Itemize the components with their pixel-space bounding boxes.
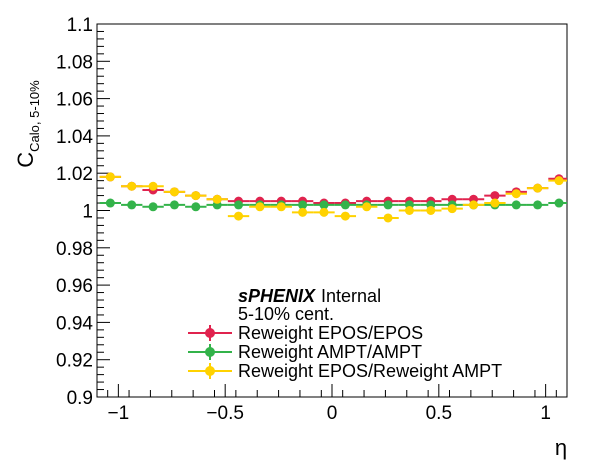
legend-marker	[205, 328, 215, 338]
y-axis-title: CCalo, 5-10%	[13, 80, 42, 168]
data-point	[319, 200, 329, 210]
data-point	[169, 187, 179, 197]
legend-item: Reweight EPOS/Reweight AMPT	[188, 361, 502, 381]
x-tick-label: 0.5	[426, 403, 452, 424]
x-tick-label: 1	[540, 403, 551, 424]
legend-item: Reweight EPOS/EPOS	[188, 323, 423, 343]
data-point	[340, 200, 350, 210]
data-point	[148, 181, 158, 191]
legend-label: Reweight EPOS/Reweight AMPT	[238, 361, 502, 381]
data-point	[490, 191, 500, 201]
legend-marker	[205, 366, 215, 376]
y-tick-label: 0.94	[56, 313, 93, 334]
y-tick-label: 1.06	[56, 90, 93, 111]
legend-item: Reweight AMPT/AMPT	[188, 342, 422, 362]
x-tick-label: −1	[108, 403, 130, 424]
data-point	[105, 172, 115, 182]
series-layer	[99, 172, 567, 223]
data-point	[554, 198, 564, 208]
y-tick-label: 1	[82, 202, 93, 223]
data-point	[383, 213, 393, 223]
y-axis-title-main: C	[13, 152, 38, 168]
series-2	[99, 172, 567, 223]
data-point	[191, 191, 201, 201]
data-point	[169, 200, 179, 210]
data-point	[511, 200, 521, 210]
legend-label: Reweight AMPT/AMPT	[238, 342, 422, 362]
y-tick-label: 0.96	[56, 276, 93, 297]
legend-label: Reweight EPOS/EPOS	[238, 323, 423, 343]
x-tick-label: 0	[327, 403, 338, 424]
data-point	[212, 194, 222, 204]
data-point	[447, 204, 457, 214]
data-point	[127, 181, 137, 191]
x-axis: −1 −0.5 0 0.5 1	[107, 384, 557, 424]
data-point	[533, 183, 543, 193]
y-tick-label: 1.1	[67, 15, 93, 36]
data-point	[319, 207, 329, 217]
x-tick-label: −0.5	[206, 403, 244, 424]
data-point	[511, 189, 521, 199]
annotation: sPHENIX Internal 5-10% cent.	[238, 286, 381, 324]
data-point	[298, 207, 308, 217]
data-point	[490, 198, 500, 208]
data-point	[148, 202, 158, 212]
data-point	[469, 200, 479, 210]
legend-marker	[205, 347, 215, 357]
y-axis: 0.9 0.92 0.94 0.96 0.98 1 1.02 1.04 1.06 1.08 1.1	[56, 15, 110, 409]
data-point	[276, 202, 286, 212]
data-point	[234, 200, 244, 210]
data-point	[404, 206, 414, 215]
y-tick-label: 0.92	[56, 351, 93, 372]
data-point	[340, 211, 350, 221]
y-axis-title-sub: Calo, 5-10%	[27, 80, 42, 152]
experiment-label: sPHENIX	[238, 286, 316, 306]
y-tick-label: 1.04	[56, 127, 93, 148]
data-point	[383, 200, 393, 210]
data-point	[298, 200, 308, 210]
data-point	[426, 206, 436, 215]
data-point	[255, 202, 265, 212]
status-label: Internal	[321, 286, 381, 306]
data-point	[191, 202, 201, 212]
x-axis-title: η	[555, 435, 567, 460]
centrality-label: 5-10% cent.	[238, 304, 334, 324]
data-point	[554, 176, 564, 186]
y-tick-label: 0.98	[56, 239, 93, 260]
data-point	[533, 200, 543, 210]
data-point	[362, 202, 372, 212]
y-tick-label: 0.9	[67, 388, 93, 409]
data-point	[127, 200, 137, 210]
data-point	[105, 198, 115, 208]
data-point	[234, 211, 244, 221]
y-tick-label: 1.08	[56, 52, 93, 73]
y-tick-label: 1.02	[56, 164, 93, 185]
